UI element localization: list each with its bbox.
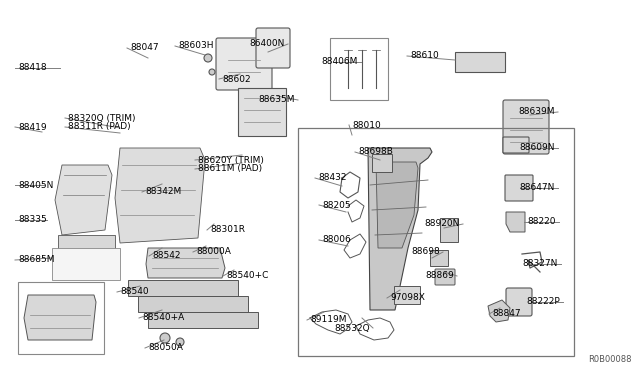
Bar: [298, 128, 574, 356]
Circle shape: [160, 333, 170, 343]
Text: 88698B: 88698B: [358, 148, 393, 157]
Text: 88335: 88335: [18, 215, 47, 224]
Text: 88311R (PAD): 88311R (PAD): [68, 122, 131, 131]
Text: 88342M: 88342M: [145, 187, 181, 196]
Text: 88611M (PAD): 88611M (PAD): [198, 164, 262, 173]
Circle shape: [209, 69, 215, 75]
Text: 88327N: 88327N: [523, 260, 558, 269]
Polygon shape: [368, 148, 432, 310]
FancyBboxPatch shape: [256, 28, 290, 68]
Bar: [238, 88, 286, 136]
Text: 88532Q: 88532Q: [334, 324, 370, 333]
Polygon shape: [506, 212, 525, 232]
Bar: [394, 286, 420, 304]
Text: 88609N: 88609N: [520, 144, 555, 153]
Text: 88603H: 88603H: [178, 42, 214, 51]
Text: 88540+C: 88540+C: [226, 272, 268, 280]
Text: 88320Q (TRIM): 88320Q (TRIM): [68, 113, 136, 122]
Text: 88406M: 88406M: [322, 58, 358, 67]
Polygon shape: [488, 300, 510, 322]
Text: 88620Y (TRIM): 88620Y (TRIM): [198, 155, 264, 164]
FancyBboxPatch shape: [505, 175, 533, 201]
Text: 88222P: 88222P: [526, 298, 560, 307]
Text: 88540: 88540: [120, 288, 148, 296]
Text: 88220: 88220: [527, 218, 556, 227]
Text: 97098X: 97098X: [390, 294, 425, 302]
Bar: [430, 250, 448, 266]
Bar: [52, 248, 120, 280]
Text: 88006: 88006: [322, 235, 351, 244]
Text: 88610: 88610: [410, 51, 439, 61]
Text: 88647N: 88647N: [520, 183, 555, 192]
Text: 88540+A: 88540+A: [142, 314, 184, 323]
Text: 88301R: 88301R: [210, 225, 245, 234]
Polygon shape: [55, 165, 112, 235]
Text: 88685M: 88685M: [18, 256, 54, 264]
Polygon shape: [24, 295, 96, 340]
Bar: [18, 282, 104, 354]
Text: 88542: 88542: [152, 251, 180, 260]
Text: 88602: 88602: [222, 74, 251, 83]
FancyBboxPatch shape: [216, 38, 272, 90]
Bar: [330, 38, 388, 100]
FancyBboxPatch shape: [503, 137, 529, 153]
Text: 88639M: 88639M: [518, 108, 555, 116]
Text: 88698: 88698: [412, 247, 440, 257]
Text: 88050A: 88050A: [148, 343, 183, 353]
FancyBboxPatch shape: [506, 288, 532, 316]
Polygon shape: [146, 248, 225, 278]
FancyBboxPatch shape: [435, 269, 455, 285]
Bar: [455, 52, 505, 72]
Text: 88419: 88419: [18, 122, 47, 131]
Bar: [372, 154, 392, 172]
Bar: [148, 312, 258, 328]
FancyBboxPatch shape: [503, 100, 549, 154]
Text: 88205: 88205: [322, 201, 351, 209]
Polygon shape: [58, 235, 115, 255]
Bar: [138, 296, 248, 312]
Text: 88847: 88847: [492, 310, 520, 318]
Circle shape: [176, 338, 184, 346]
Text: 88047: 88047: [130, 44, 159, 52]
Text: 88635M: 88635M: [259, 96, 295, 105]
Text: 86400N: 86400N: [250, 39, 285, 48]
Polygon shape: [376, 162, 418, 248]
Text: 88405N: 88405N: [18, 180, 53, 189]
Text: 88000A: 88000A: [196, 247, 231, 257]
Bar: [440, 218, 458, 242]
Text: 88418: 88418: [18, 64, 47, 73]
Text: 88920N: 88920N: [424, 219, 460, 228]
Text: 88010: 88010: [352, 121, 381, 129]
Bar: [128, 280, 238, 296]
Polygon shape: [115, 148, 205, 243]
Text: 88869: 88869: [425, 272, 454, 280]
Text: 88432: 88432: [318, 173, 346, 183]
Text: R0B00088: R0B00088: [589, 355, 632, 364]
Text: 89119M: 89119M: [310, 315, 346, 324]
Circle shape: [204, 54, 212, 62]
